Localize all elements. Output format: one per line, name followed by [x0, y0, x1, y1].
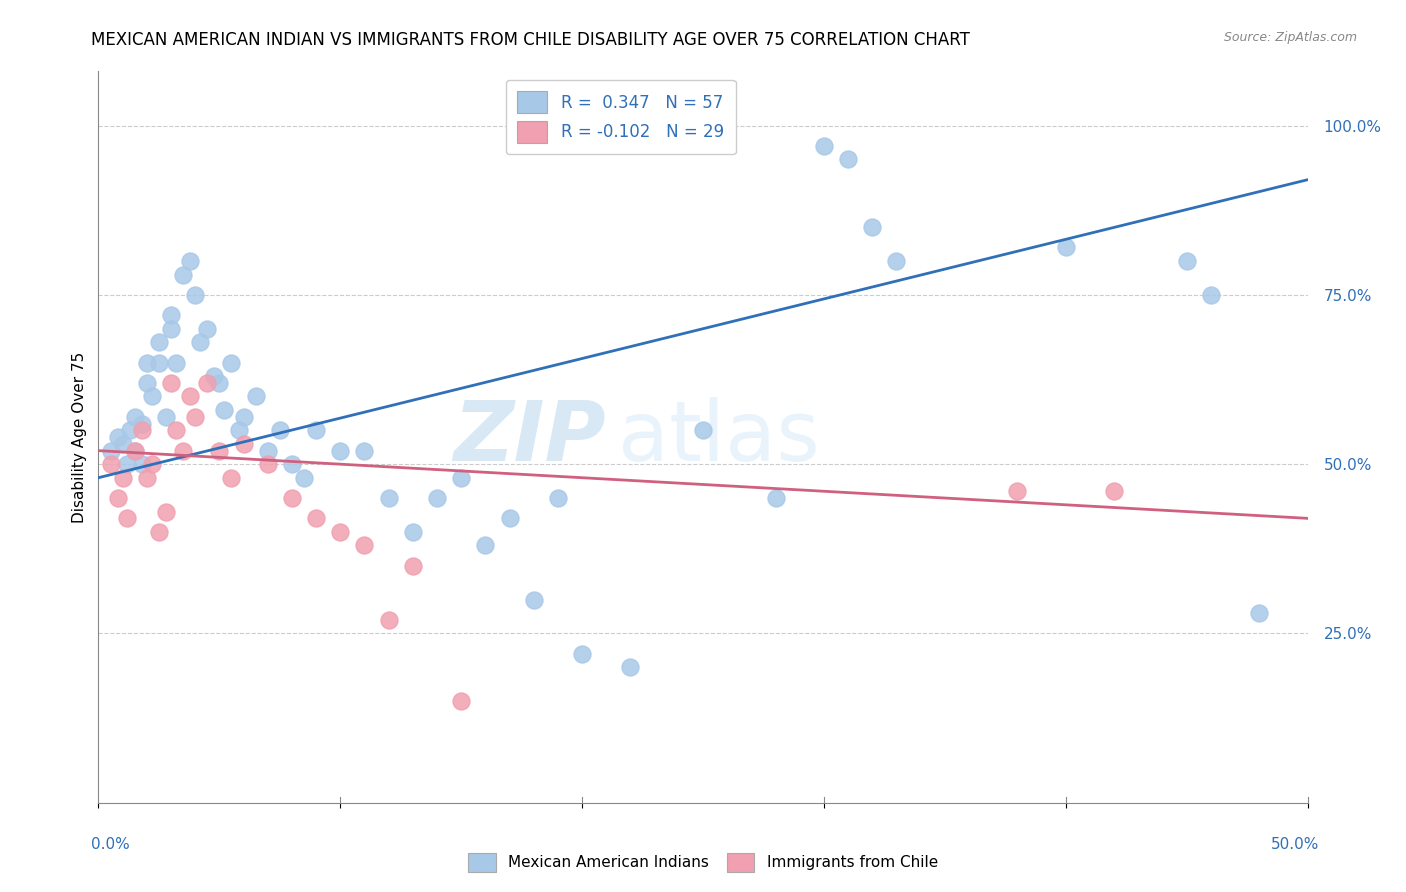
Point: [100, 443, 122, 458]
Point: [172, 443, 194, 458]
Point: [292, 471, 315, 485]
Point: [619, 660, 641, 674]
Point: [155, 409, 177, 424]
Point: [131, 417, 153, 431]
Point: [148, 335, 170, 350]
Point: [377, 613, 399, 627]
Point: [813, 139, 835, 153]
Point: [107, 491, 129, 505]
Point: [269, 423, 291, 437]
Point: [232, 409, 254, 424]
Legend: R =  0.347   N = 57, R = -0.102   N = 29: R = 0.347 N = 57, R = -0.102 N = 29: [506, 79, 735, 154]
Text: atlas: atlas: [619, 397, 820, 477]
Point: [124, 443, 146, 458]
Point: [886, 254, 908, 268]
Point: [571, 647, 593, 661]
Point: [208, 443, 231, 458]
Point: [135, 471, 157, 485]
Text: Source: ZipAtlas.com: Source: ZipAtlas.com: [1223, 31, 1357, 45]
Point: [135, 376, 157, 390]
Point: [450, 694, 472, 708]
Point: [256, 443, 278, 458]
Point: [184, 288, 207, 302]
Point: [228, 423, 250, 437]
Point: [1054, 240, 1077, 254]
Point: [117, 511, 139, 525]
Text: 0.0%: 0.0%: [91, 837, 131, 852]
Point: [172, 268, 194, 282]
Text: ZIP: ZIP: [454, 397, 606, 477]
Point: [305, 423, 328, 437]
Point: [124, 443, 146, 458]
Point: [281, 457, 304, 471]
Point: [100, 457, 122, 471]
Point: [160, 376, 183, 390]
Point: [474, 538, 496, 552]
Point: [402, 524, 425, 539]
Point: [135, 355, 157, 369]
Point: [160, 322, 183, 336]
Point: [1175, 254, 1198, 268]
Point: [141, 389, 163, 403]
Point: [765, 491, 787, 505]
Point: [692, 423, 714, 437]
Point: [160, 308, 183, 322]
Point: [204, 369, 226, 384]
Point: [188, 335, 211, 350]
Point: [111, 471, 134, 485]
Point: [118, 423, 141, 437]
Point: [1102, 484, 1125, 499]
Point: [353, 443, 375, 458]
Point: [329, 443, 352, 458]
Point: [450, 471, 472, 485]
Point: [131, 457, 153, 471]
Point: [195, 322, 218, 336]
Point: [111, 437, 134, 451]
Point: [523, 592, 546, 607]
Point: [860, 220, 883, 235]
Point: [148, 355, 170, 369]
Point: [155, 505, 177, 519]
Legend: Mexican American Indians, Immigrants from Chile: Mexican American Indians, Immigrants fro…: [460, 845, 946, 880]
Point: [1199, 288, 1222, 302]
Point: [329, 524, 352, 539]
Point: [547, 491, 569, 505]
Point: [184, 409, 207, 424]
Point: [124, 409, 146, 424]
Text: MEXICAN AMERICAN INDIAN VS IMMIGRANTS FROM CHILE DISABILITY AGE OVER 75 CORRELAT: MEXICAN AMERICAN INDIAN VS IMMIGRANTS FR…: [91, 31, 970, 49]
Point: [837, 153, 859, 167]
Point: [1007, 484, 1029, 499]
Point: [402, 558, 425, 573]
Point: [305, 511, 328, 525]
Point: [117, 457, 139, 471]
Point: [353, 538, 375, 552]
Point: [131, 423, 153, 437]
Point: [165, 355, 187, 369]
Point: [245, 389, 267, 403]
Point: [195, 376, 218, 390]
Point: [377, 491, 399, 505]
Point: [165, 423, 187, 437]
Point: [221, 355, 243, 369]
Point: [208, 376, 231, 390]
Point: [281, 491, 304, 505]
Point: [1249, 606, 1271, 620]
Point: [141, 457, 163, 471]
Point: [212, 403, 235, 417]
Point: [179, 254, 201, 268]
Text: 50.0%: 50.0%: [1271, 837, 1319, 852]
Point: [179, 389, 201, 403]
Y-axis label: Disability Age Over 75: Disability Age Over 75: [72, 351, 87, 523]
Point: [148, 524, 170, 539]
Point: [498, 511, 520, 525]
Point: [221, 471, 243, 485]
Point: [256, 457, 278, 471]
Point: [426, 491, 449, 505]
Point: [107, 430, 129, 444]
Point: [232, 437, 254, 451]
